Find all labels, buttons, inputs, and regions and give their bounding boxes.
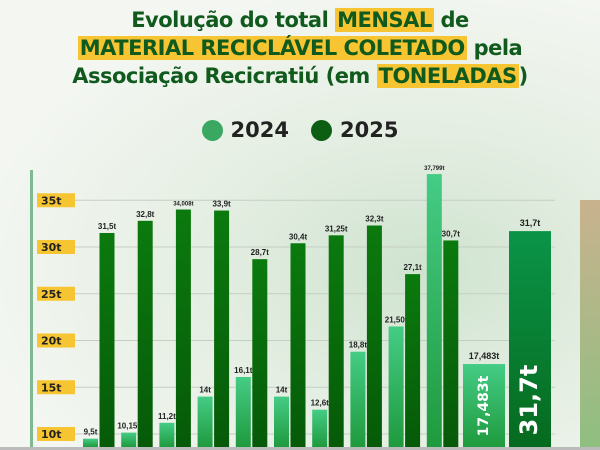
- bar-2025: [214, 210, 230, 447]
- title-text: pela: [466, 36, 523, 60]
- data-label: 16,1t: [234, 366, 253, 375]
- y-tick-label: 20t: [41, 335, 62, 348]
- legend: 2024 2025: [0, 118, 600, 142]
- background-photo: [580, 200, 600, 447]
- bar-2025: [366, 225, 382, 447]
- bar-2024: [159, 422, 175, 447]
- data-label: 37,799t: [424, 166, 444, 172]
- data-label: 14t: [276, 386, 288, 395]
- divider: [0, 447, 600, 450]
- data-label: 30,7t: [442, 229, 461, 238]
- data-label: 27,1t: [403, 263, 422, 272]
- title-highlight: MATERIAL RECICLÁVEL COLETADO: [77, 36, 467, 60]
- bar-2025: [290, 243, 306, 447]
- data-label: 11,2t: [158, 412, 176, 421]
- y-tick-label: 35t: [41, 194, 62, 207]
- decorative-line: [30, 170, 33, 447]
- legend-dot-icon: [201, 119, 223, 141]
- highlight-big-label: 17,483t: [476, 375, 492, 436]
- bar-2025: [99, 232, 115, 447]
- bar-2024: [350, 351, 366, 447]
- y-tick-label: 10t: [41, 428, 62, 441]
- title-highlight: MENSAL: [335, 8, 434, 32]
- y-tick-label: 25t: [41, 288, 62, 301]
- bar-2024: [197, 396, 213, 447]
- data-label: 32,8t: [136, 210, 155, 219]
- data-label: 18,8t: [349, 341, 368, 350]
- legend-dot-icon: [311, 119, 332, 141]
- bar-2025: [405, 274, 421, 447]
- data-label: 28,7t: [251, 248, 270, 257]
- data-label: 21,50t: [385, 315, 408, 324]
- y-tick-box: [37, 286, 75, 301]
- highlight-big-label: 31,7t: [515, 365, 543, 436]
- y-tick-label: 30t: [41, 241, 62, 254]
- bar-2025: [443, 240, 459, 447]
- bar-2025: [137, 220, 153, 447]
- title-text: Evolução do total: [131, 8, 336, 32]
- data-label: 12,6t: [311, 399, 330, 408]
- bar-2024: [235, 376, 251, 447]
- bar-2025: [328, 235, 344, 447]
- data-label: 14t: [199, 386, 211, 395]
- title-text: de: [433, 8, 470, 32]
- highlight-bar-2025: [509, 231, 551, 447]
- y-tick-label: 15t: [41, 381, 62, 394]
- data-label: 33,9t: [212, 200, 231, 209]
- chart-title: Evolução do total MENSAL de MATERIAL REC…: [0, 6, 600, 90]
- data-label: 30,4t: [289, 232, 308, 241]
- data-label: 9,5t: [84, 428, 98, 437]
- bar-2024: [121, 432, 137, 447]
- bar-2024: [312, 409, 328, 447]
- bar-2025: [175, 209, 191, 447]
- y-tick-box: [37, 333, 75, 348]
- data-label: 31,7t: [520, 218, 541, 228]
- data-label: 10,15t: [117, 422, 140, 431]
- data-label: 31,25t: [325, 224, 348, 233]
- title-text: ): [518, 64, 529, 88]
- y-tick-box: [37, 240, 75, 254]
- bar-2024: [426, 174, 442, 447]
- bar-2024: [83, 438, 98, 447]
- data-label: 17,483t: [469, 351, 500, 361]
- legend-item-2025: 2025: [311, 118, 398, 142]
- legend-label: 2025: [340, 118, 399, 142]
- bar-2024: [274, 396, 289, 447]
- bar-2025: [252, 259, 268, 447]
- legend-label: 2024: [230, 118, 289, 142]
- data-label: 34,008t: [173, 202, 193, 208]
- y-tick-box: [37, 427, 75, 441]
- bar-2024: [388, 326, 404, 447]
- highlight-bar-2024: [463, 364, 505, 447]
- data-label: 31,5t: [98, 222, 117, 231]
- y-tick-box: [37, 193, 75, 208]
- y-tick-box: [37, 380, 75, 395]
- data-label: 32,3t: [365, 214, 384, 223]
- title-highlight: TONELADAS: [376, 64, 519, 88]
- title-text: Associação Recicratiú (em: [72, 64, 377, 88]
- legend-item-2024: 2024: [201, 118, 289, 142]
